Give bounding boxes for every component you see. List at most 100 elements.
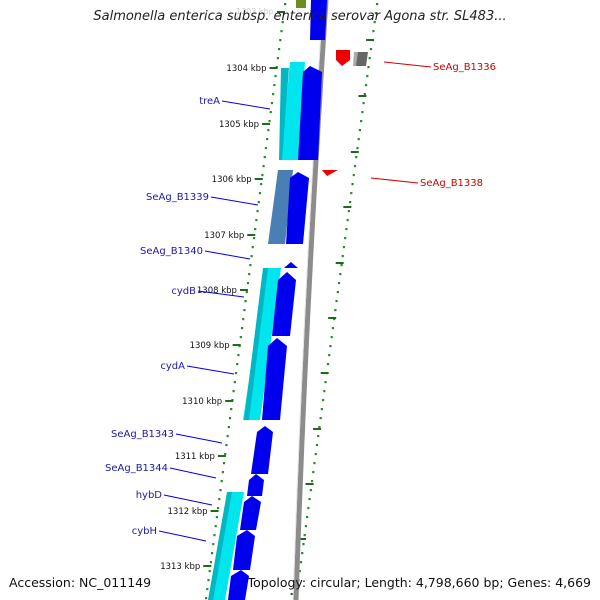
- boundary-dot: [333, 318, 336, 321]
- boundary-dot: [249, 264, 252, 267]
- boundary-dot: [341, 255, 344, 258]
- boundary-dot: [328, 354, 331, 357]
- gene-label: SeAg_B1338: [420, 178, 483, 189]
- boundary-dot: [260, 183, 263, 186]
- boundary-dot: [269, 111, 272, 114]
- boundary-dot: [273, 84, 276, 87]
- boundary-dot: [213, 534, 216, 537]
- boundary-dot: [298, 570, 301, 573]
- boundary-dot: [364, 84, 368, 87]
- boundary-dot: [280, 30, 283, 33]
- boundary-dot: [270, 102, 274, 105]
- topology-label: Topology: circular; Length: 4,798,660 bp…: [247, 575, 591, 590]
- label-leader-line: [383, 61, 432, 68]
- boundary-dot: [366, 75, 369, 78]
- cds-arrow-cydA: [262, 338, 287, 420]
- gene-label: cybH: [132, 526, 157, 537]
- boundary-dot: [224, 453, 227, 456]
- dotted-boundary-arcs: [205, 3, 379, 600]
- gene-label: hybD: [136, 490, 163, 501]
- boundary-dot: [344, 237, 347, 240]
- gene-label: SeAg_B1343: [111, 429, 174, 440]
- boundary-dot: [337, 282, 341, 285]
- boundary-dot: [307, 507, 310, 510]
- label-leader-line: [210, 196, 259, 206]
- boundary-dot: [303, 534, 306, 537]
- tick-label: 1309 kbp: [190, 341, 230, 351]
- boundary-dot: [207, 579, 210, 582]
- boundary-dot: [310, 480, 314, 483]
- boundary-dot: [342, 246, 346, 249]
- boundary-dot: [335, 300, 338, 303]
- boundary-dot: [242, 318, 245, 321]
- boundary-dot: [226, 435, 229, 438]
- boundary-dot: [278, 48, 281, 51]
- boundary-dot: [363, 93, 366, 96]
- boundary-dot: [255, 219, 258, 222]
- boundary-dot: [318, 426, 321, 429]
- boundary-dot: [320, 408, 323, 411]
- boundary-dot: [336, 291, 339, 294]
- cds-arrow-cybH: [233, 530, 255, 570]
- boundary-dot: [367, 66, 370, 69]
- tick-label: 1305 kbp: [219, 120, 259, 130]
- boundary-dot: [258, 192, 262, 195]
- boundary-dot: [301, 552, 304, 555]
- gene-label: SeAg_B1344: [105, 463, 168, 474]
- boundary-dot: [262, 165, 265, 168]
- boundary-dot: [230, 408, 233, 411]
- boundary-dot: [353, 165, 357, 168]
- feature-SeAg_B1338: [322, 170, 338, 176]
- boundary-dot: [246, 282, 250, 285]
- label-leader-line: [158, 530, 207, 542]
- boundary-dot: [281, 21, 284, 24]
- gene-label: SeAg_B1340: [140, 246, 203, 257]
- boundary-dot: [358, 129, 362, 132]
- boundary-dot: [329, 345, 332, 348]
- boundary-dot: [268, 120, 271, 123]
- boundary-dot: [208, 570, 211, 573]
- boundary-dot: [322, 399, 325, 402]
- label-leader-line: [221, 100, 271, 110]
- boundary-dot: [239, 336, 242, 339]
- olive-hit-block: [296, 0, 306, 8]
- blast-hit-ring: [208, 0, 306, 600]
- cds-arrow-SeAg_B1340: [284, 262, 298, 268]
- boundary-dot: [267, 129, 270, 132]
- tick-label: 1312 kbp: [168, 507, 208, 517]
- feature-SeAg_B1336: [336, 50, 350, 66]
- tick-label: 1308 kbp: [197, 286, 237, 296]
- boundary-dot: [216, 507, 220, 510]
- label-leader-line: [186, 365, 235, 375]
- boundary-dot: [250, 255, 253, 258]
- tick-label: 1306 kbp: [212, 175, 252, 185]
- boundary-dot: [232, 390, 235, 393]
- boundary-dot: [309, 489, 312, 492]
- boundary-dot: [313, 462, 316, 465]
- tick-label: 1313 kbp: [160, 562, 200, 572]
- boundary-dot: [308, 498, 311, 501]
- boundary-dot: [215, 516, 218, 519]
- boundary-dot: [252, 237, 256, 240]
- boundary-dot: [210, 552, 214, 555]
- boundary-dot: [214, 525, 217, 528]
- boundary-dot: [317, 435, 320, 438]
- boundary-dot: [266, 138, 269, 141]
- boundary-dot: [254, 228, 257, 231]
- gene-label: cydA: [160, 361, 185, 372]
- label-leader-line: [169, 467, 217, 479]
- boundary-dot: [326, 363, 330, 366]
- cds-arrow-bottom: [228, 570, 249, 600]
- accession-label: Accession: NC_011149: [9, 575, 152, 590]
- boundary-dot: [312, 471, 315, 474]
- tick-label: 1304 kbp: [226, 64, 266, 74]
- boundary-dot: [299, 561, 303, 564]
- boundary-dot: [219, 489, 222, 492]
- boundary-dot: [315, 444, 319, 447]
- boundary-dot: [356, 147, 359, 150]
- boundary-dot: [251, 246, 254, 249]
- boundary-dot: [362, 102, 365, 105]
- label-leader-line: [163, 494, 213, 506]
